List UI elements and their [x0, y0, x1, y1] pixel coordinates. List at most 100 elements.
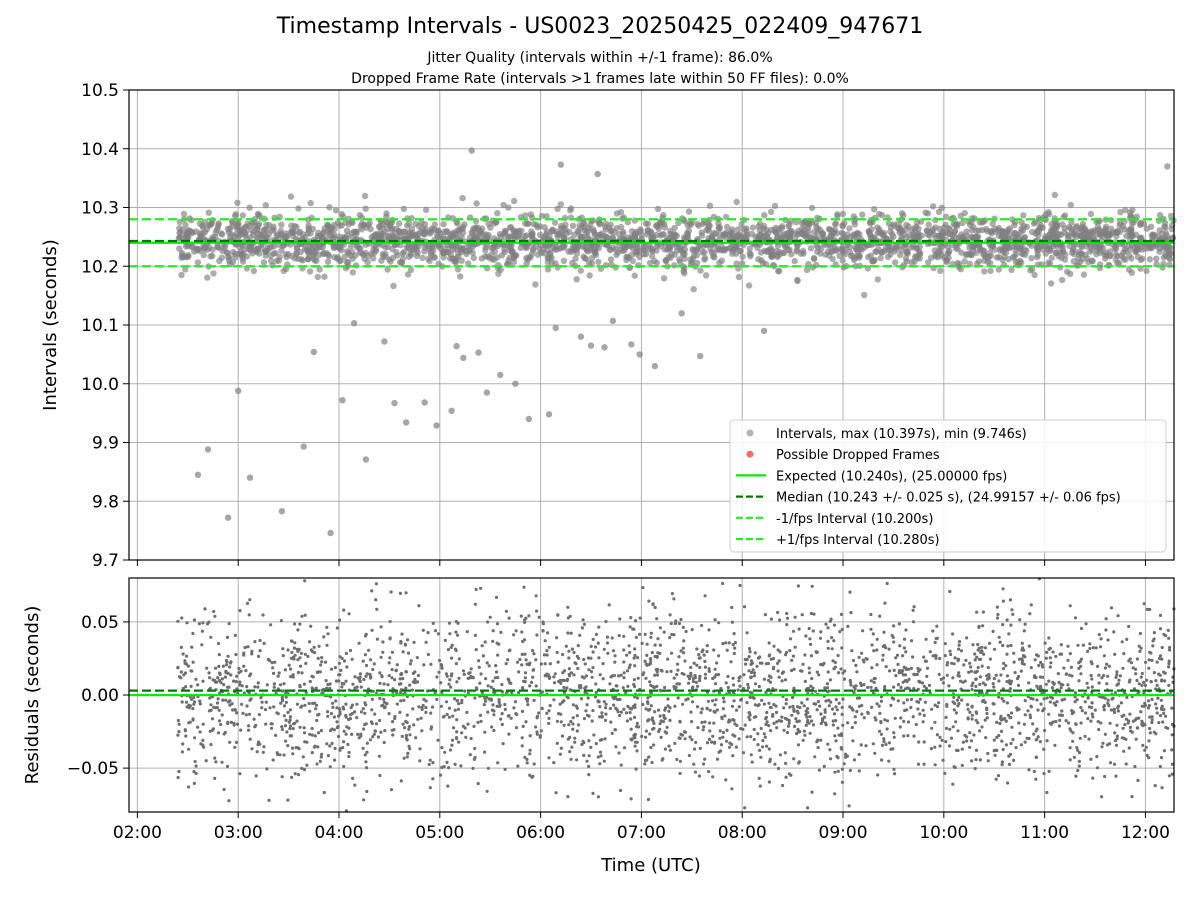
interval-point	[908, 244, 915, 251]
residual-point	[382, 740, 386, 745]
residual-point	[300, 766, 304, 771]
residual-point	[1080, 709, 1084, 713]
interval-point	[314, 273, 321, 281]
residual-point	[555, 636, 559, 640]
residual-point	[948, 589, 952, 594]
residual-point	[802, 729, 807, 733]
residual-point	[286, 710, 290, 715]
residual-point	[347, 612, 351, 616]
interval-point	[278, 247, 285, 254]
interval-point	[1028, 254, 1035, 262]
interval-point	[772, 229, 779, 236]
interval-point	[791, 257, 798, 265]
residual-point	[721, 642, 725, 646]
residual-point	[388, 656, 392, 660]
residual-point	[622, 746, 627, 750]
residual-point	[1079, 626, 1084, 631]
interval-point	[1045, 259, 1052, 266]
residual-point	[350, 657, 354, 661]
residual-point	[364, 760, 368, 764]
residual-point	[439, 773, 443, 777]
residual-point	[737, 679, 741, 683]
residual-point	[581, 739, 585, 743]
residual-point	[273, 660, 277, 664]
interval-point	[698, 229, 705, 236]
residual-point	[547, 716, 551, 721]
residual-point	[805, 697, 809, 701]
interval-point	[991, 225, 998, 233]
residual-point	[1066, 658, 1070, 662]
residual-point	[1148, 726, 1152, 731]
interval-point	[637, 226, 644, 233]
interval-point	[602, 220, 609, 227]
residual-point	[669, 669, 673, 674]
residual-point	[993, 753, 997, 757]
interval-point	[263, 221, 270, 228]
interval-point	[814, 244, 822, 251]
residual-point	[1153, 784, 1157, 788]
interval-point	[937, 233, 944, 240]
residual-point	[1159, 756, 1164, 760]
residual-point	[253, 685, 257, 689]
interval-point	[544, 266, 552, 273]
residual-point	[652, 743, 656, 747]
residual-point	[678, 736, 682, 741]
interval-point	[602, 226, 610, 233]
residual-point	[326, 714, 330, 718]
residual-point	[1047, 769, 1051, 774]
residual-point	[645, 653, 649, 658]
residual-point	[375, 607, 379, 611]
interval-point	[343, 227, 351, 234]
residual-point	[669, 651, 674, 655]
residual-point	[752, 727, 756, 732]
interval-point	[238, 226, 245, 233]
interval-point	[984, 258, 991, 265]
residual-point	[879, 732, 884, 736]
residual-point	[673, 741, 677, 746]
residual-point	[649, 631, 653, 635]
residual-point	[201, 743, 205, 747]
residual-point	[732, 632, 736, 636]
residual-point	[1146, 706, 1150, 710]
residual-point	[879, 720, 883, 724]
residual-point	[1007, 632, 1011, 636]
residual-point	[1137, 644, 1141, 648]
interval-point	[803, 266, 811, 273]
residual-point	[1087, 737, 1091, 741]
interval-point	[735, 273, 743, 281]
residual-point	[784, 698, 789, 702]
residual-point	[619, 710, 624, 714]
residual-point	[636, 656, 640, 660]
residual-point	[451, 738, 455, 742]
interval-point	[254, 226, 261, 233]
interval-point	[267, 252, 274, 260]
residual-point	[787, 772, 791, 776]
residual-point	[925, 674, 929, 679]
residual-point	[1134, 737, 1138, 741]
residual-point	[1011, 612, 1015, 616]
residual-point	[906, 720, 911, 724]
residual-point	[342, 608, 346, 612]
residual-point	[855, 670, 859, 674]
residual-point	[482, 703, 486, 707]
residual-point	[1086, 717, 1090, 721]
interval-point	[469, 229, 476, 237]
residual-point	[952, 695, 956, 699]
residual-point	[335, 626, 339, 630]
residual-point	[1009, 623, 1013, 627]
interval-point	[652, 222, 660, 229]
residual-point	[898, 725, 902, 729]
residual-point	[767, 747, 771, 751]
residual-point	[207, 671, 211, 675]
residual-point	[288, 727, 292, 731]
residual-point	[1099, 637, 1103, 641]
residual-point	[644, 707, 648, 711]
residual-point	[647, 755, 651, 759]
interval-point	[400, 205, 407, 212]
interval-point	[925, 221, 932, 228]
residual-point	[796, 743, 801, 747]
residual-point	[280, 697, 284, 701]
residual-point	[365, 789, 369, 794]
residual-point	[869, 679, 873, 683]
residual-point	[1125, 695, 1129, 700]
